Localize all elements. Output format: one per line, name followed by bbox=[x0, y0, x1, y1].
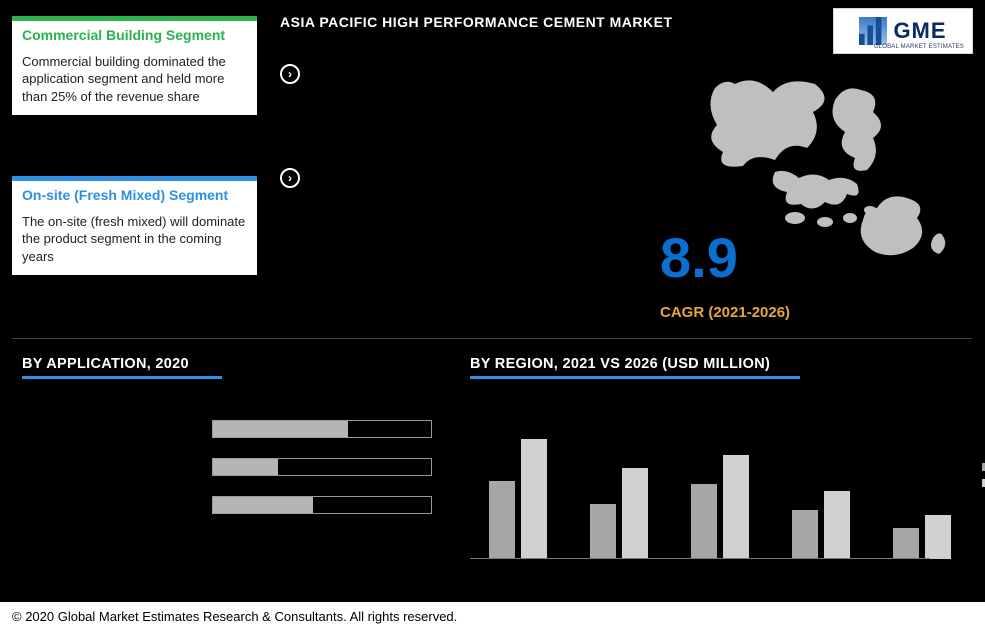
footer: © 2020 Global Market Estimates Research … bbox=[0, 602, 985, 630]
application-underline bbox=[22, 376, 222, 379]
bar-group bbox=[470, 399, 565, 559]
bullet-row-2: › bbox=[280, 168, 700, 188]
bar-group bbox=[875, 399, 970, 559]
bar-series-a bbox=[893, 528, 919, 559]
bar-series-b bbox=[622, 468, 648, 559]
info-card: On-site (Fresh Mixed) SegmentThe on-site… bbox=[12, 176, 257, 275]
bar-series-b bbox=[723, 455, 749, 559]
hbar-fill bbox=[213, 459, 278, 475]
page-title: ASIA PACIFIC HIGH PERFORMANCE CEMENT MAR… bbox=[280, 14, 700, 30]
bar-series-a bbox=[489, 481, 515, 559]
footer-text: © 2020 Global Market Estimates Research … bbox=[12, 609, 457, 624]
region-underline bbox=[470, 376, 800, 379]
region-grouped-bar-chart bbox=[470, 399, 970, 559]
hbar-track bbox=[212, 496, 432, 514]
hbar-fill bbox=[213, 497, 313, 513]
bar-group bbox=[774, 399, 869, 559]
bullet-row-1: › bbox=[280, 64, 700, 84]
application-title: BY APPLICATION, 2020 bbox=[22, 356, 442, 372]
logo: GME GLOBAL MARKET ESTIMATES bbox=[833, 8, 973, 54]
application-hbar-chart bbox=[22, 419, 442, 515]
application-section: BY APPLICATION, 2020 bbox=[22, 356, 442, 533]
chevron-circle-icon: › bbox=[280, 64, 300, 84]
bar-series-b bbox=[521, 439, 547, 559]
bar-series-b bbox=[824, 491, 850, 559]
bar-group bbox=[672, 399, 767, 559]
header-block: ASIA PACIFIC HIGH PERFORMANCE CEMENT MAR… bbox=[280, 14, 700, 188]
cagr-value: 8.9 bbox=[660, 230, 790, 286]
chart-baseline bbox=[470, 558, 930, 559]
section-divider bbox=[12, 338, 972, 339]
logo-text: GME bbox=[893, 18, 946, 44]
card-body: The on-site (fresh mixed) will dominate … bbox=[12, 209, 257, 276]
region-section: BY REGION, 2021 VS 2026 (USD MILLION) bbox=[470, 356, 970, 559]
hbar-fill bbox=[213, 421, 348, 437]
bar-series-b bbox=[925, 515, 951, 559]
region-title: BY REGION, 2021 VS 2026 (USD MILLION) bbox=[470, 356, 970, 372]
bar-group bbox=[571, 399, 666, 559]
logo-mark-icon bbox=[859, 17, 887, 45]
chevron-circle-icon: › bbox=[280, 168, 300, 188]
hbar-track bbox=[212, 420, 432, 438]
hbar-track bbox=[212, 458, 432, 476]
bar-series-a bbox=[691, 484, 717, 559]
info-card: Commercial Building SegmentCommercial bu… bbox=[12, 16, 257, 115]
cagr-label: CAGR (2021-2026) bbox=[660, 304, 790, 321]
hbar-row bbox=[22, 419, 442, 439]
bar-series-a bbox=[590, 504, 616, 559]
hbar-row bbox=[22, 495, 442, 515]
cagr-block: 8.9 CAGR (2021-2026) bbox=[660, 230, 790, 321]
card-title: On-site (Fresh Mixed) Segment bbox=[12, 181, 257, 209]
card-title: Commercial Building Segment bbox=[12, 21, 257, 49]
bar-series-a bbox=[792, 510, 818, 559]
card-body: Commercial building dominated the applic… bbox=[12, 49, 257, 116]
logo-subtext: GLOBAL MARKET ESTIMATES bbox=[874, 44, 964, 50]
hbar-row bbox=[22, 457, 442, 477]
